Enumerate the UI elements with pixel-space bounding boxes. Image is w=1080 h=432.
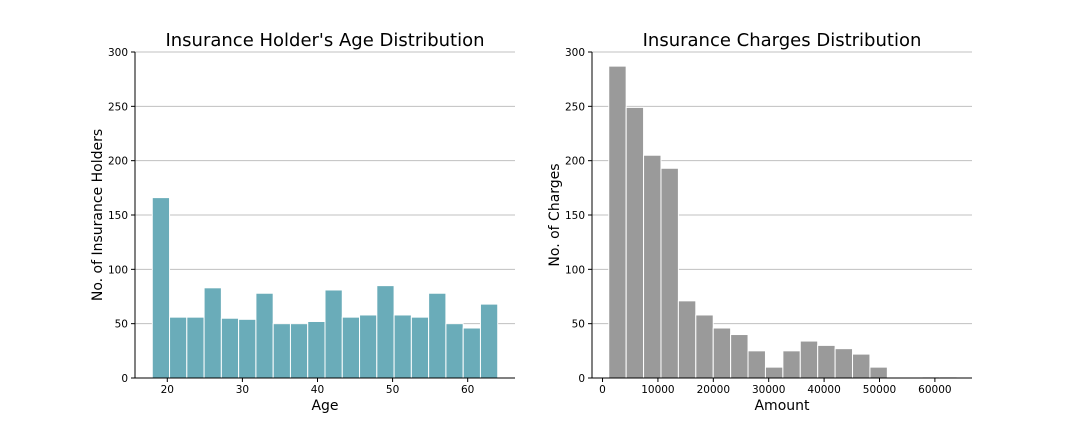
histogram-bar [817, 344, 836, 379]
x-axis-label: Age [311, 398, 338, 414]
y-tick-label: 200 [108, 156, 128, 168]
histogram-bar [479, 303, 499, 379]
x-tick-label: 10000 [641, 384, 674, 396]
histogram-bar [677, 300, 697, 379]
histogram-bar [272, 323, 291, 379]
histogram-bar [151, 197, 171, 379]
histogram-bar [428, 292, 447, 379]
y-axis-label: No. of Insurance Holders [90, 129, 106, 301]
gridlines [135, 51, 515, 325]
y-tick-label: 100 [108, 264, 128, 276]
histogram-bars [151, 197, 499, 379]
x-tick-label: 40 [311, 384, 324, 396]
y-tick-label: 250 [565, 101, 585, 113]
x-tick-label: 20 [161, 384, 174, 396]
histogram-bar [393, 314, 412, 379]
y-tick-label: 150 [565, 210, 585, 222]
x-tick-label: 20000 [697, 384, 730, 396]
histogram-bar [359, 314, 378, 379]
y-tick-label: 50 [572, 319, 585, 331]
histogram-bar [220, 317, 240, 379]
histogram-bar [307, 320, 326, 379]
y-tick-label: 300 [565, 47, 585, 59]
x-tick-label: 60000 [918, 384, 951, 396]
histogram-bar [730, 334, 749, 379]
x-tick-label: 40000 [807, 384, 840, 396]
charges-distribution-chart: Insurance Charges Distribution Amount No… [547, 30, 972, 414]
y-tick-label: 50 [115, 319, 128, 331]
y-tick-label: 100 [565, 264, 585, 276]
histogram-bar [695, 314, 714, 379]
chart-title: Insurance Holder's Age Distribution [165, 30, 484, 51]
histogram-bar [782, 350, 801, 379]
histogram-bar [238, 318, 257, 379]
y-tick-label: 300 [108, 47, 128, 59]
histogram-bar [712, 327, 732, 379]
histogram-bar [643, 154, 662, 379]
histogram-bar [869, 366, 888, 379]
y-tick-label: 150 [108, 210, 128, 222]
y-tick-label: 0 [121, 373, 128, 385]
histogram-bar [747, 350, 766, 379]
age-distribution-chart: Insurance Holder's Age Distribution Age … [90, 30, 515, 414]
y-tick-label: 250 [108, 101, 128, 113]
x-axis-label: Amount [754, 398, 810, 414]
y-axis-label: No. of Charges [547, 163, 563, 266]
y-tick-label: 200 [565, 156, 585, 168]
histogram-bar [764, 366, 784, 379]
histogram-bar [289, 323, 309, 379]
x-tick-label: 50 [386, 384, 399, 396]
x-tick-label: 30000 [752, 384, 785, 396]
histogram-bar [660, 167, 679, 379]
histogram-bar [852, 353, 871, 379]
histogram-bar [834, 348, 854, 379]
axis-ticks: 0 50 100 150 200 250 300 0 10000 20000 30000 40000 5… [565, 47, 952, 396]
histogram-bar [341, 316, 361, 379]
histogram-bar [625, 106, 645, 379]
histogram-bar [186, 316, 205, 379]
chart-title: Insurance Charges Distribution [643, 30, 922, 51]
histogram-bar [462, 327, 481, 379]
histogram-bar [255, 292, 274, 379]
x-tick-label: 30 [236, 384, 249, 396]
histogram-bar [410, 316, 430, 379]
axis-ticks: 0 50 100 150 200 250 300 20 30 40 50 60 [108, 47, 474, 396]
histogram-bar [203, 287, 222, 379]
histogram-bar [445, 323, 464, 379]
x-tick-label: 60 [461, 384, 474, 396]
histogram-bar [608, 65, 627, 379]
histogram-bars [608, 65, 958, 379]
histogram-bar [324, 289, 343, 379]
histogram-bar [169, 316, 188, 379]
histogram-bar [799, 340, 819, 379]
x-tick-label: 50000 [863, 384, 896, 396]
histogram-bar [376, 285, 395, 379]
x-tick-label: 0 [599, 384, 606, 396]
y-tick-label: 0 [578, 373, 585, 385]
